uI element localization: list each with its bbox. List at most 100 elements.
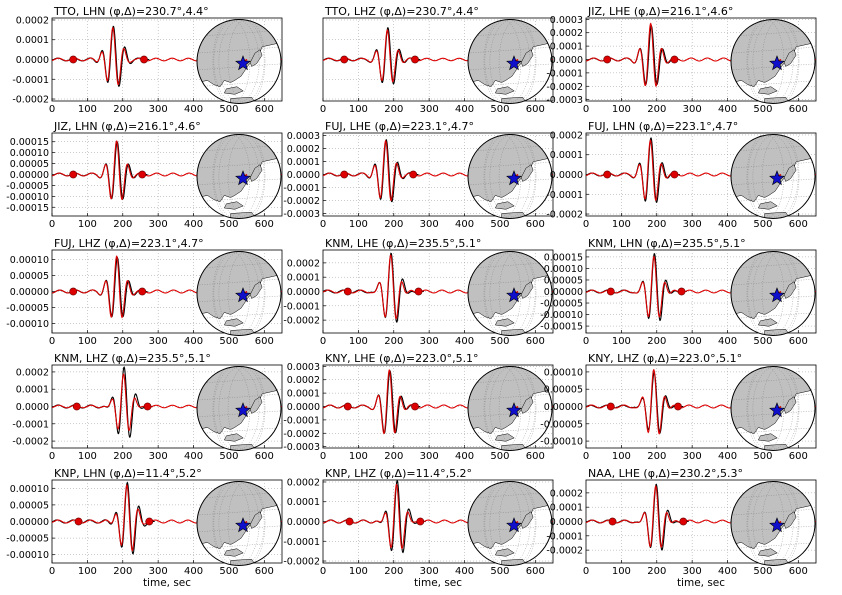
parallel-line <box>197 145 281 152</box>
globe-outline <box>730 251 816 336</box>
x-tick-label: 400 <box>184 336 203 347</box>
y-tick-label: 0.00000 <box>544 402 583 413</box>
x-tick-label: 500 <box>219 566 238 577</box>
x-tick-label: 100 <box>349 336 368 347</box>
globe-outline <box>730 19 816 104</box>
x-tick-label: 200 <box>113 451 132 462</box>
meridian-line <box>227 366 266 451</box>
x-tick-label: 0 <box>583 336 589 347</box>
x-tick-label: 400 <box>184 104 203 115</box>
australia <box>230 211 257 219</box>
x-tick-label: 100 <box>78 566 97 577</box>
meridian-line <box>489 251 536 336</box>
meridian-line <box>218 481 265 566</box>
meridian-line <box>213 251 260 336</box>
globe-inset <box>467 366 553 451</box>
y-tick-label: 0.0001 <box>550 42 583 53</box>
globe-inset <box>730 366 816 451</box>
globe-inset <box>730 251 816 336</box>
parallel-line <box>731 46 815 54</box>
globe-inset <box>730 134 816 219</box>
globe-outline <box>730 366 816 451</box>
y-tick-label: -0.0001 <box>12 75 49 86</box>
globe-outline <box>196 134 282 219</box>
globe-land <box>731 19 815 104</box>
japan-island <box>250 511 263 529</box>
window-marker <box>603 170 612 179</box>
meridian-line <box>498 366 537 451</box>
panel-title: FUJ, LHE (φ,Δ)=223.1°,4.7° <box>325 120 474 133</box>
x-tick-label: 400 <box>455 336 474 347</box>
x-tick-label: 200 <box>647 219 666 230</box>
japan-island <box>521 164 534 182</box>
globe-inset <box>467 251 553 336</box>
y-tick-label: 0.0002 <box>287 258 320 269</box>
meridian-line <box>761 251 800 336</box>
x-tick-label: 600 <box>255 451 274 462</box>
x-tick-label: 300 <box>149 451 168 462</box>
y-tick-label: 0.00005 <box>10 500 49 511</box>
x-tick-label: 200 <box>647 451 666 462</box>
meridian-line <box>213 134 260 219</box>
parallel-line <box>468 161 552 169</box>
x-tick-label: 300 <box>149 104 168 115</box>
window-marker <box>411 55 419 64</box>
x-tick-label: 200 <box>113 104 132 115</box>
x-tick-label: 100 <box>78 219 97 230</box>
x-tick-label: 300 <box>149 566 168 577</box>
panel-13: KNP, LHN (φ,Δ)=11.4°,5.2° 0 100 200 300 400 50… <box>6 467 283 589</box>
parallel-line <box>731 195 815 202</box>
parallel-line <box>468 377 552 384</box>
indonesia-islands <box>494 201 515 210</box>
y-tick-label: 0.0003 <box>287 131 320 142</box>
y-tick-label: 0.00005 <box>10 271 49 282</box>
y-tick-label: -0.0002 <box>283 196 320 207</box>
y-tick-label: 0.0000 <box>287 402 320 413</box>
meridian-line <box>761 481 800 566</box>
x-tick-label: 500 <box>753 451 772 462</box>
y-tick-label: -0.0001 <box>546 190 583 201</box>
meridian-line <box>484 481 531 566</box>
x-tick-label: 600 <box>526 219 545 230</box>
japan-island <box>784 511 797 529</box>
parallel-line <box>468 542 552 549</box>
panel-title: JIZ, LHN (φ,Δ)=216.1°,4.6° <box>53 120 201 133</box>
australia <box>501 328 528 336</box>
parallel-line <box>197 278 281 286</box>
parallel-line <box>731 410 815 418</box>
meridian-line <box>484 19 531 104</box>
y-tick-label: -0.0001 <box>283 301 320 312</box>
parallel-line <box>731 80 815 87</box>
window-marker <box>409 170 418 179</box>
parallel-line <box>468 410 552 418</box>
x-tick-label: 500 <box>219 219 238 230</box>
parallel-line <box>731 278 815 286</box>
parallel-line <box>468 262 552 269</box>
x-tick-label: 500 <box>490 336 509 347</box>
x-tick-label: 0 <box>49 219 55 230</box>
x-tick-label: 0 <box>320 104 326 115</box>
window-marker <box>69 170 78 179</box>
y-tick-label: 0.0000 <box>287 170 320 181</box>
y-tick-label: 0.00015 <box>544 252 583 263</box>
window-marker <box>140 55 148 64</box>
parallel-line <box>731 508 815 516</box>
japan-island <box>784 281 797 299</box>
y-tick-label: -0.0002 <box>283 429 320 440</box>
japan-island <box>784 164 797 182</box>
x-tick-label: 200 <box>384 336 403 347</box>
y-tick-label: -0.00005 <box>6 303 49 314</box>
window-marker <box>677 287 686 296</box>
epicenter-star-icon <box>506 170 522 186</box>
asia-landmass <box>197 134 281 202</box>
x-tick-label: 0 <box>320 219 326 230</box>
window-marker <box>343 287 352 296</box>
parallel-line <box>197 178 281 186</box>
globe-land <box>731 251 815 336</box>
epicenter-star-icon <box>235 402 251 418</box>
meridian-line <box>489 134 536 219</box>
epicenter-star-icon <box>506 517 522 533</box>
y-tick-label: 0.0000 <box>550 170 583 181</box>
parallel-line <box>731 30 815 37</box>
y-tick-label: 0.00000 <box>544 287 583 298</box>
